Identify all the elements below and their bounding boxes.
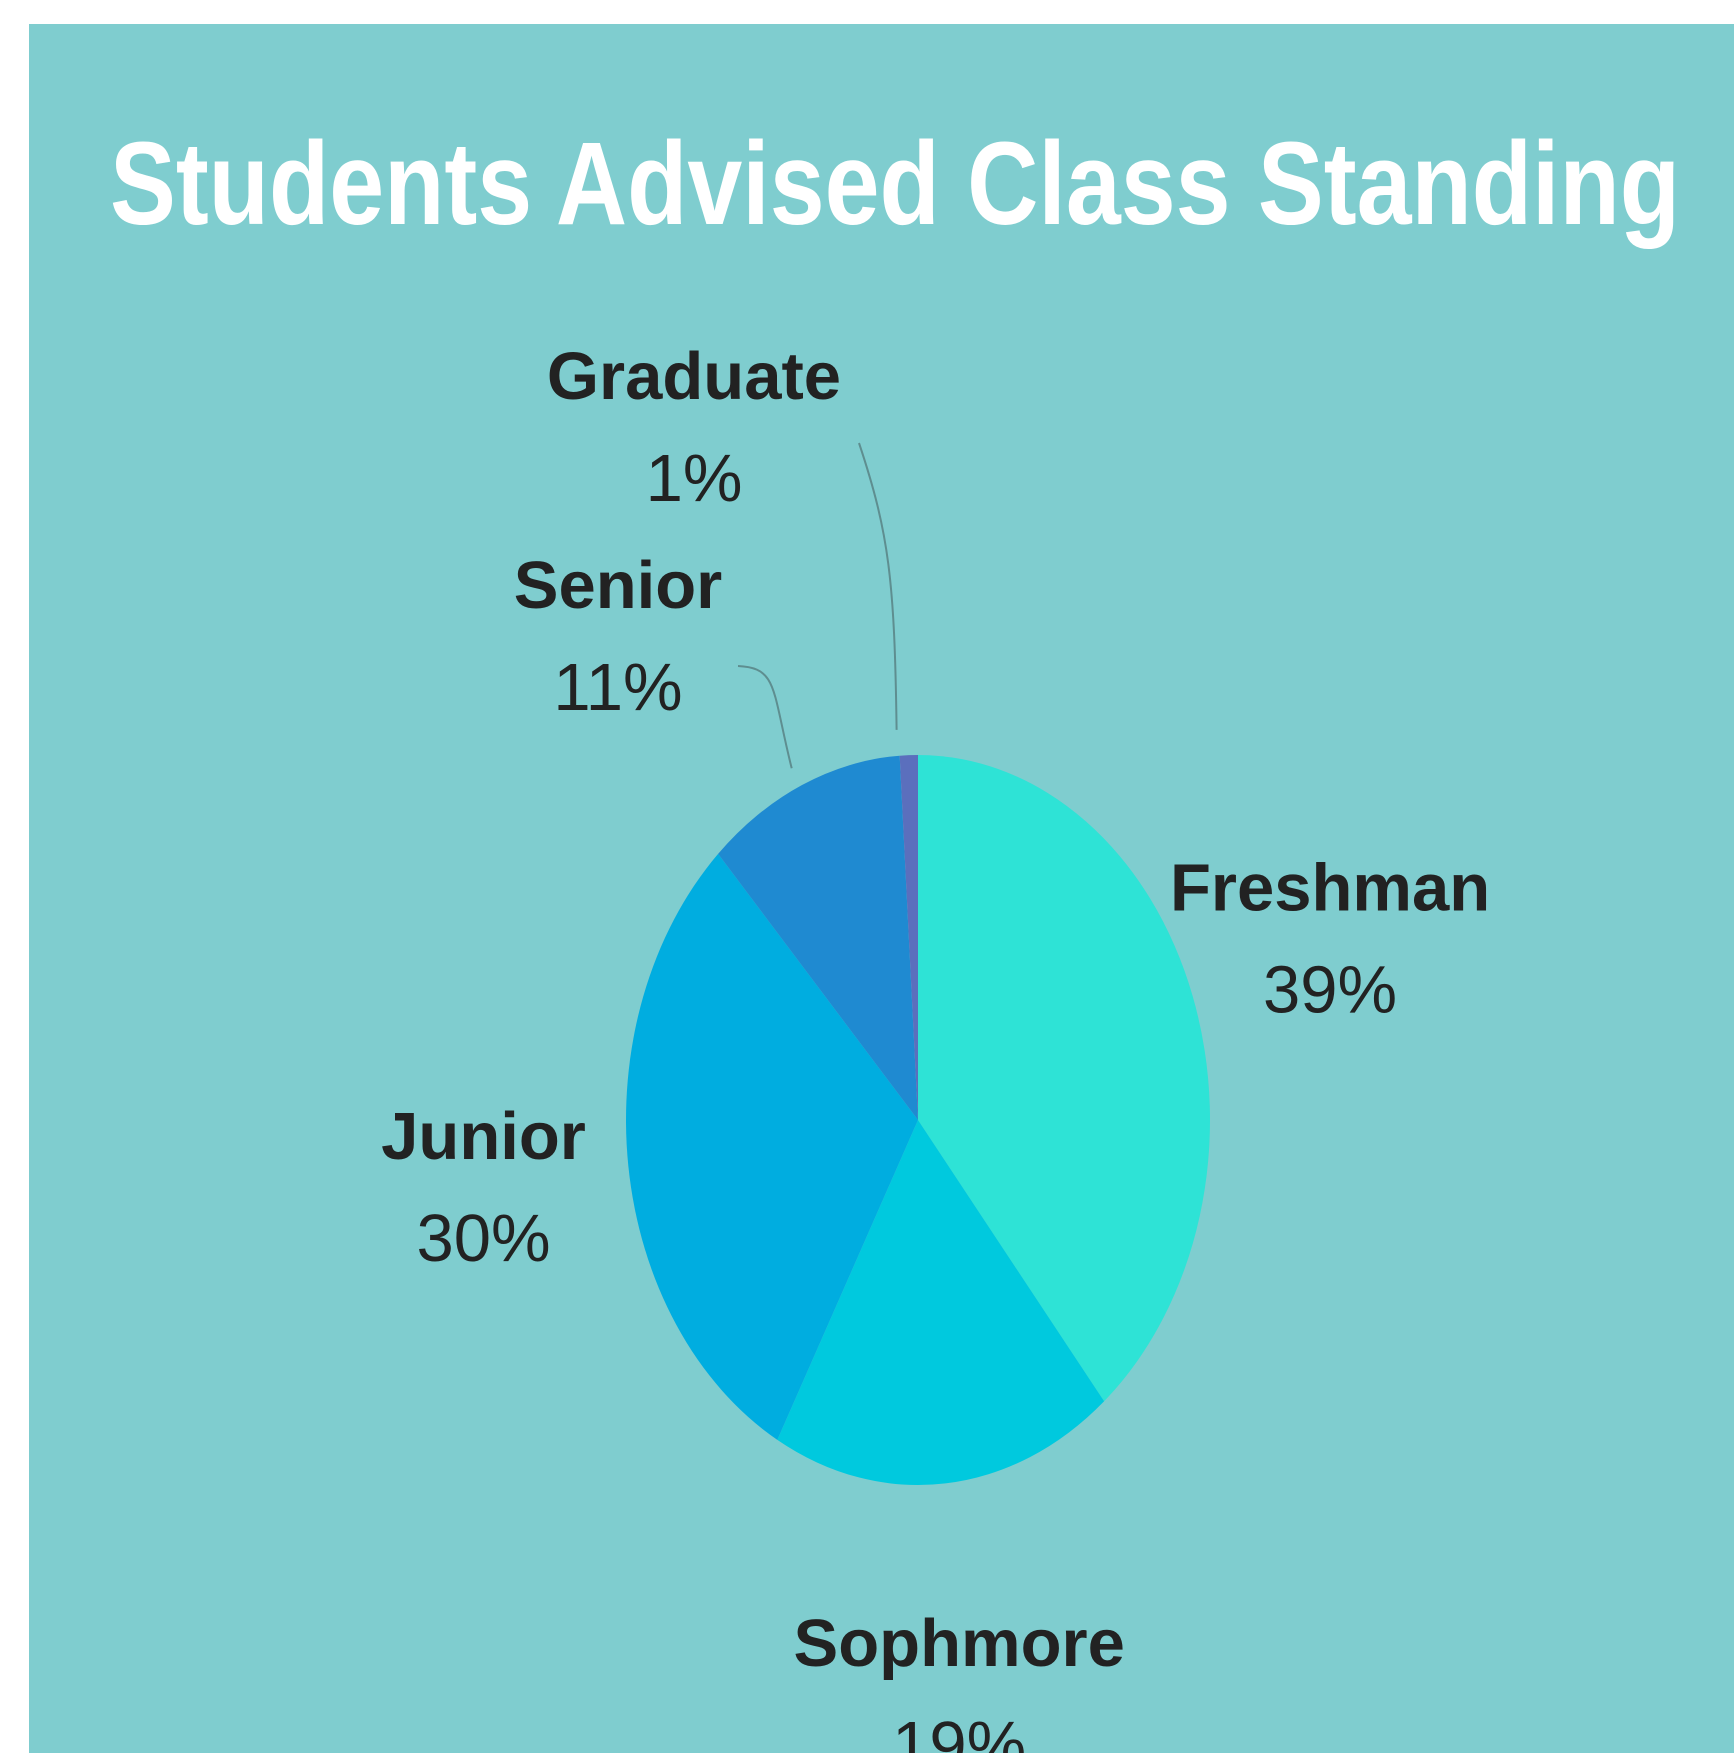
chart-title: Students Advised Class Standing: [110, 118, 1680, 250]
leader-line-graduate: [858, 442, 898, 730]
pie-slice-junior[interactable]: [626, 853, 918, 1440]
slice-label-freshman: Freshman: [1170, 850, 1490, 925]
pie-slice-freshman[interactable]: [918, 755, 1211, 1402]
chart-card: Students Advised Class Standing Freshman…: [29, 24, 1734, 1753]
pie-chart: Students Advised Class Standing Freshman…: [110, 118, 1680, 1753]
slice-value-senior: 11%: [553, 650, 682, 725]
slice-value-graduate: 1%: [646, 441, 743, 516]
leader-line-senior: [737, 665, 793, 769]
slice-label-sophmore: Sophmore: [794, 1606, 1125, 1681]
slice-label-senior: Senior: [514, 548, 723, 623]
slice-label-graduate: Graduate: [547, 339, 841, 414]
slice-value-sophmore: 19%: [892, 1708, 1026, 1753]
slice-label-junior: Junior: [381, 1099, 586, 1174]
leader-lines: [737, 442, 898, 769]
slice-value-freshman: 39%: [1263, 952, 1397, 1027]
pie-slices: [626, 755, 1211, 1485]
pie-slice-graduate[interactable]: [899, 755, 918, 1120]
slice-value-junior: 30%: [416, 1201, 550, 1276]
slice-labels: Freshman 39% Sophmore 19% Junior 30% Senior 11%…: [381, 339, 1490, 1753]
pie-slice-senior[interactable]: [718, 755, 918, 1120]
pie-slice-sophmore[interactable]: [777, 1120, 1105, 1485]
